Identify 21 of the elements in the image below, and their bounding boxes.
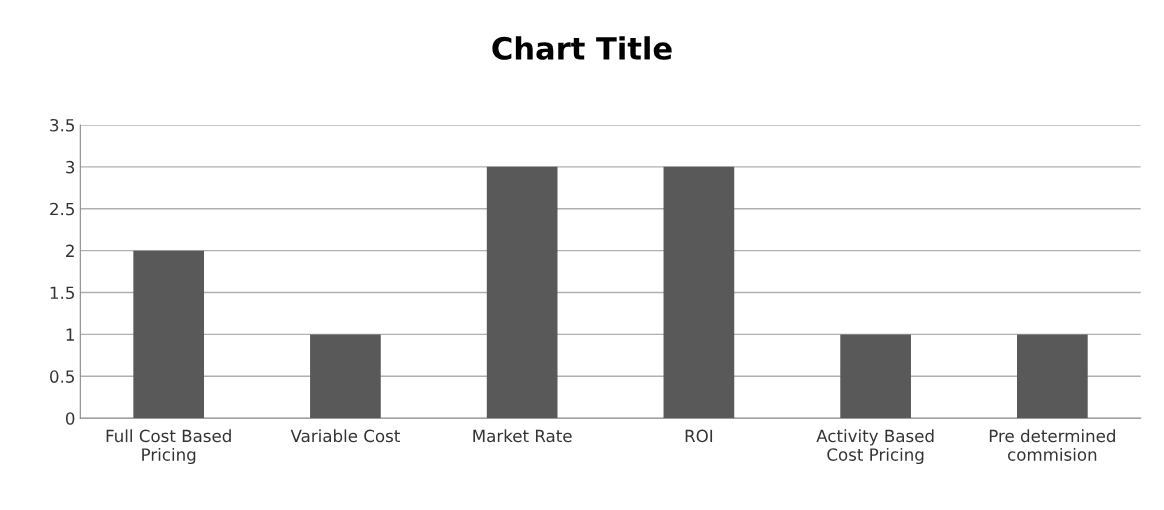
- x-tick-label: Pre determined commision: [989, 429, 1115, 461]
- x-tick-label: Variable Cost: [290, 429, 400, 443]
- y-tick-label: 3.5: [50, 118, 74, 132]
- bar: [663, 166, 735, 419]
- bar: [310, 334, 381, 419]
- y-tick-label: 2.5: [50, 202, 74, 216]
- y-tick-label: 2: [66, 244, 74, 257]
- x-tick-label: Full Cost Based Pricing: [106, 429, 231, 465]
- y-tick-label: 1.5: [50, 286, 74, 300]
- y-tick-label: 0.5: [50, 370, 74, 383]
- x-tick-label: ROI: [685, 429, 713, 443]
- bar: [133, 250, 205, 419]
- y-tick-label: 1: [66, 328, 74, 341]
- chart-title: Chart Title: [492, 36, 672, 60]
- bar: [1017, 334, 1088, 419]
- y-tick-label: 3: [66, 160, 75, 174]
- y-tick-label: 0: [65, 412, 75, 425]
- bar: [840, 334, 911, 419]
- x-tick-label: Market Rate: [473, 429, 572, 443]
- x-tick-label: Activity Based Cost Pricing: [816, 429, 934, 465]
- bar: [486, 166, 558, 419]
